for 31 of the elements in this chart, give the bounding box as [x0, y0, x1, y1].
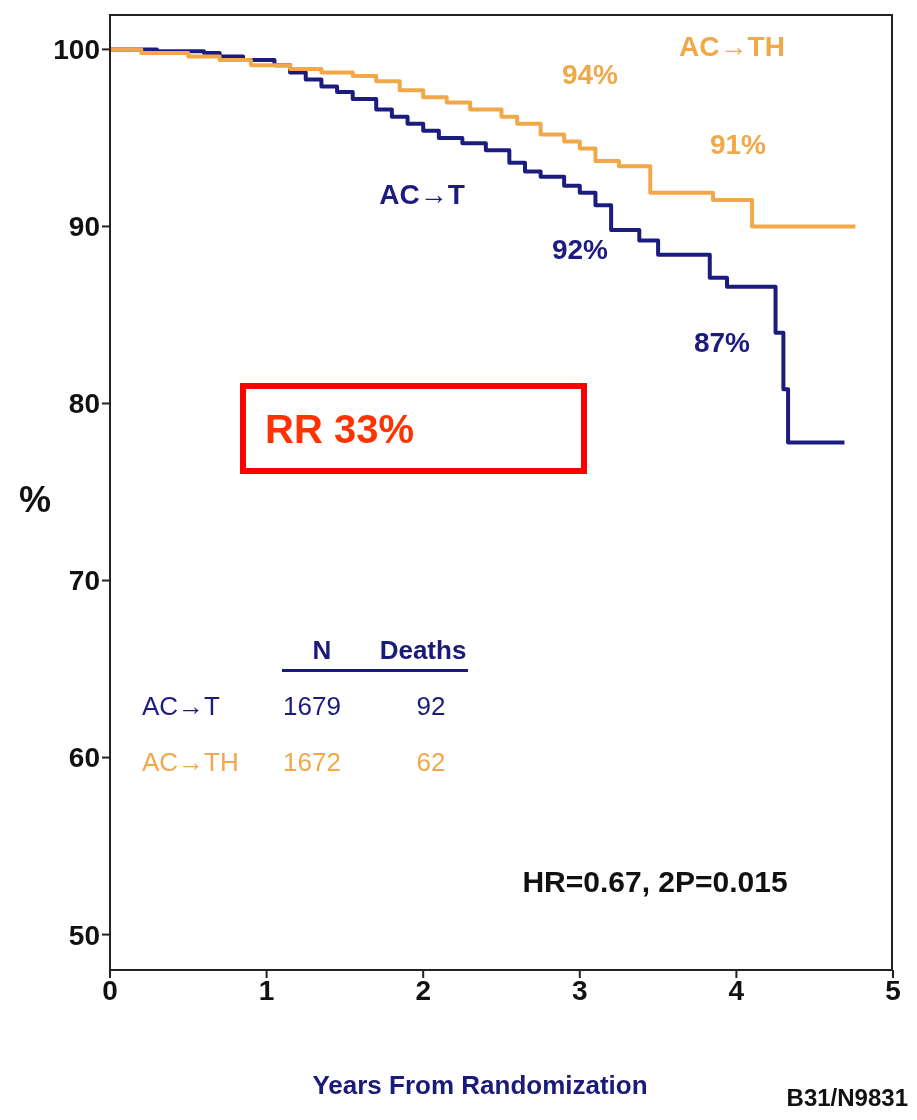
- x-tick-label: 4: [728, 974, 745, 1006]
- x-tick-label: 2: [415, 974, 431, 1006]
- y-tick-label: 60: [68, 742, 100, 774]
- annotation: 62: [416, 747, 446, 777]
- annotation: 87%: [693, 327, 751, 358]
- y-axis-title: %: [18, 479, 52, 520]
- annotation: 94%: [561, 59, 619, 90]
- x-tick-label: 5: [885, 974, 901, 1006]
- annotation: 92: [416, 691, 446, 721]
- y-tick-label: 80: [68, 388, 100, 420]
- x-axis-title: Years From Randomization: [312, 1070, 648, 1100]
- y-tick-label: 50: [68, 919, 100, 951]
- annotation: 1672: [283, 747, 341, 777]
- text: AC→TH: [142, 747, 239, 777]
- y-tick-label: 100: [53, 34, 100, 66]
- annotation: 92%: [551, 234, 609, 265]
- text: AC→T: [142, 691, 220, 721]
- annotation: 1679: [283, 691, 341, 721]
- text: B31/N9831: [786, 1084, 908, 1111]
- annotation: 91%: [709, 129, 767, 160]
- y-tick-label: 70: [68, 565, 100, 597]
- annotation: RR 33%: [265, 407, 414, 451]
- annotation: Deaths: [379, 635, 467, 665]
- series-label: AC→T: [379, 179, 465, 210]
- x-tick-label: 3: [572, 974, 588, 1006]
- annotation: N: [312, 635, 332, 665]
- x-tick-label: 1: [258, 974, 275, 1006]
- x-tick-label: 0: [102, 974, 118, 1006]
- y-tick-label: 90: [68, 211, 100, 243]
- text: AC→TH: [679, 31, 785, 62]
- annotation: HR=0.67, 2P=0.015: [522, 865, 788, 898]
